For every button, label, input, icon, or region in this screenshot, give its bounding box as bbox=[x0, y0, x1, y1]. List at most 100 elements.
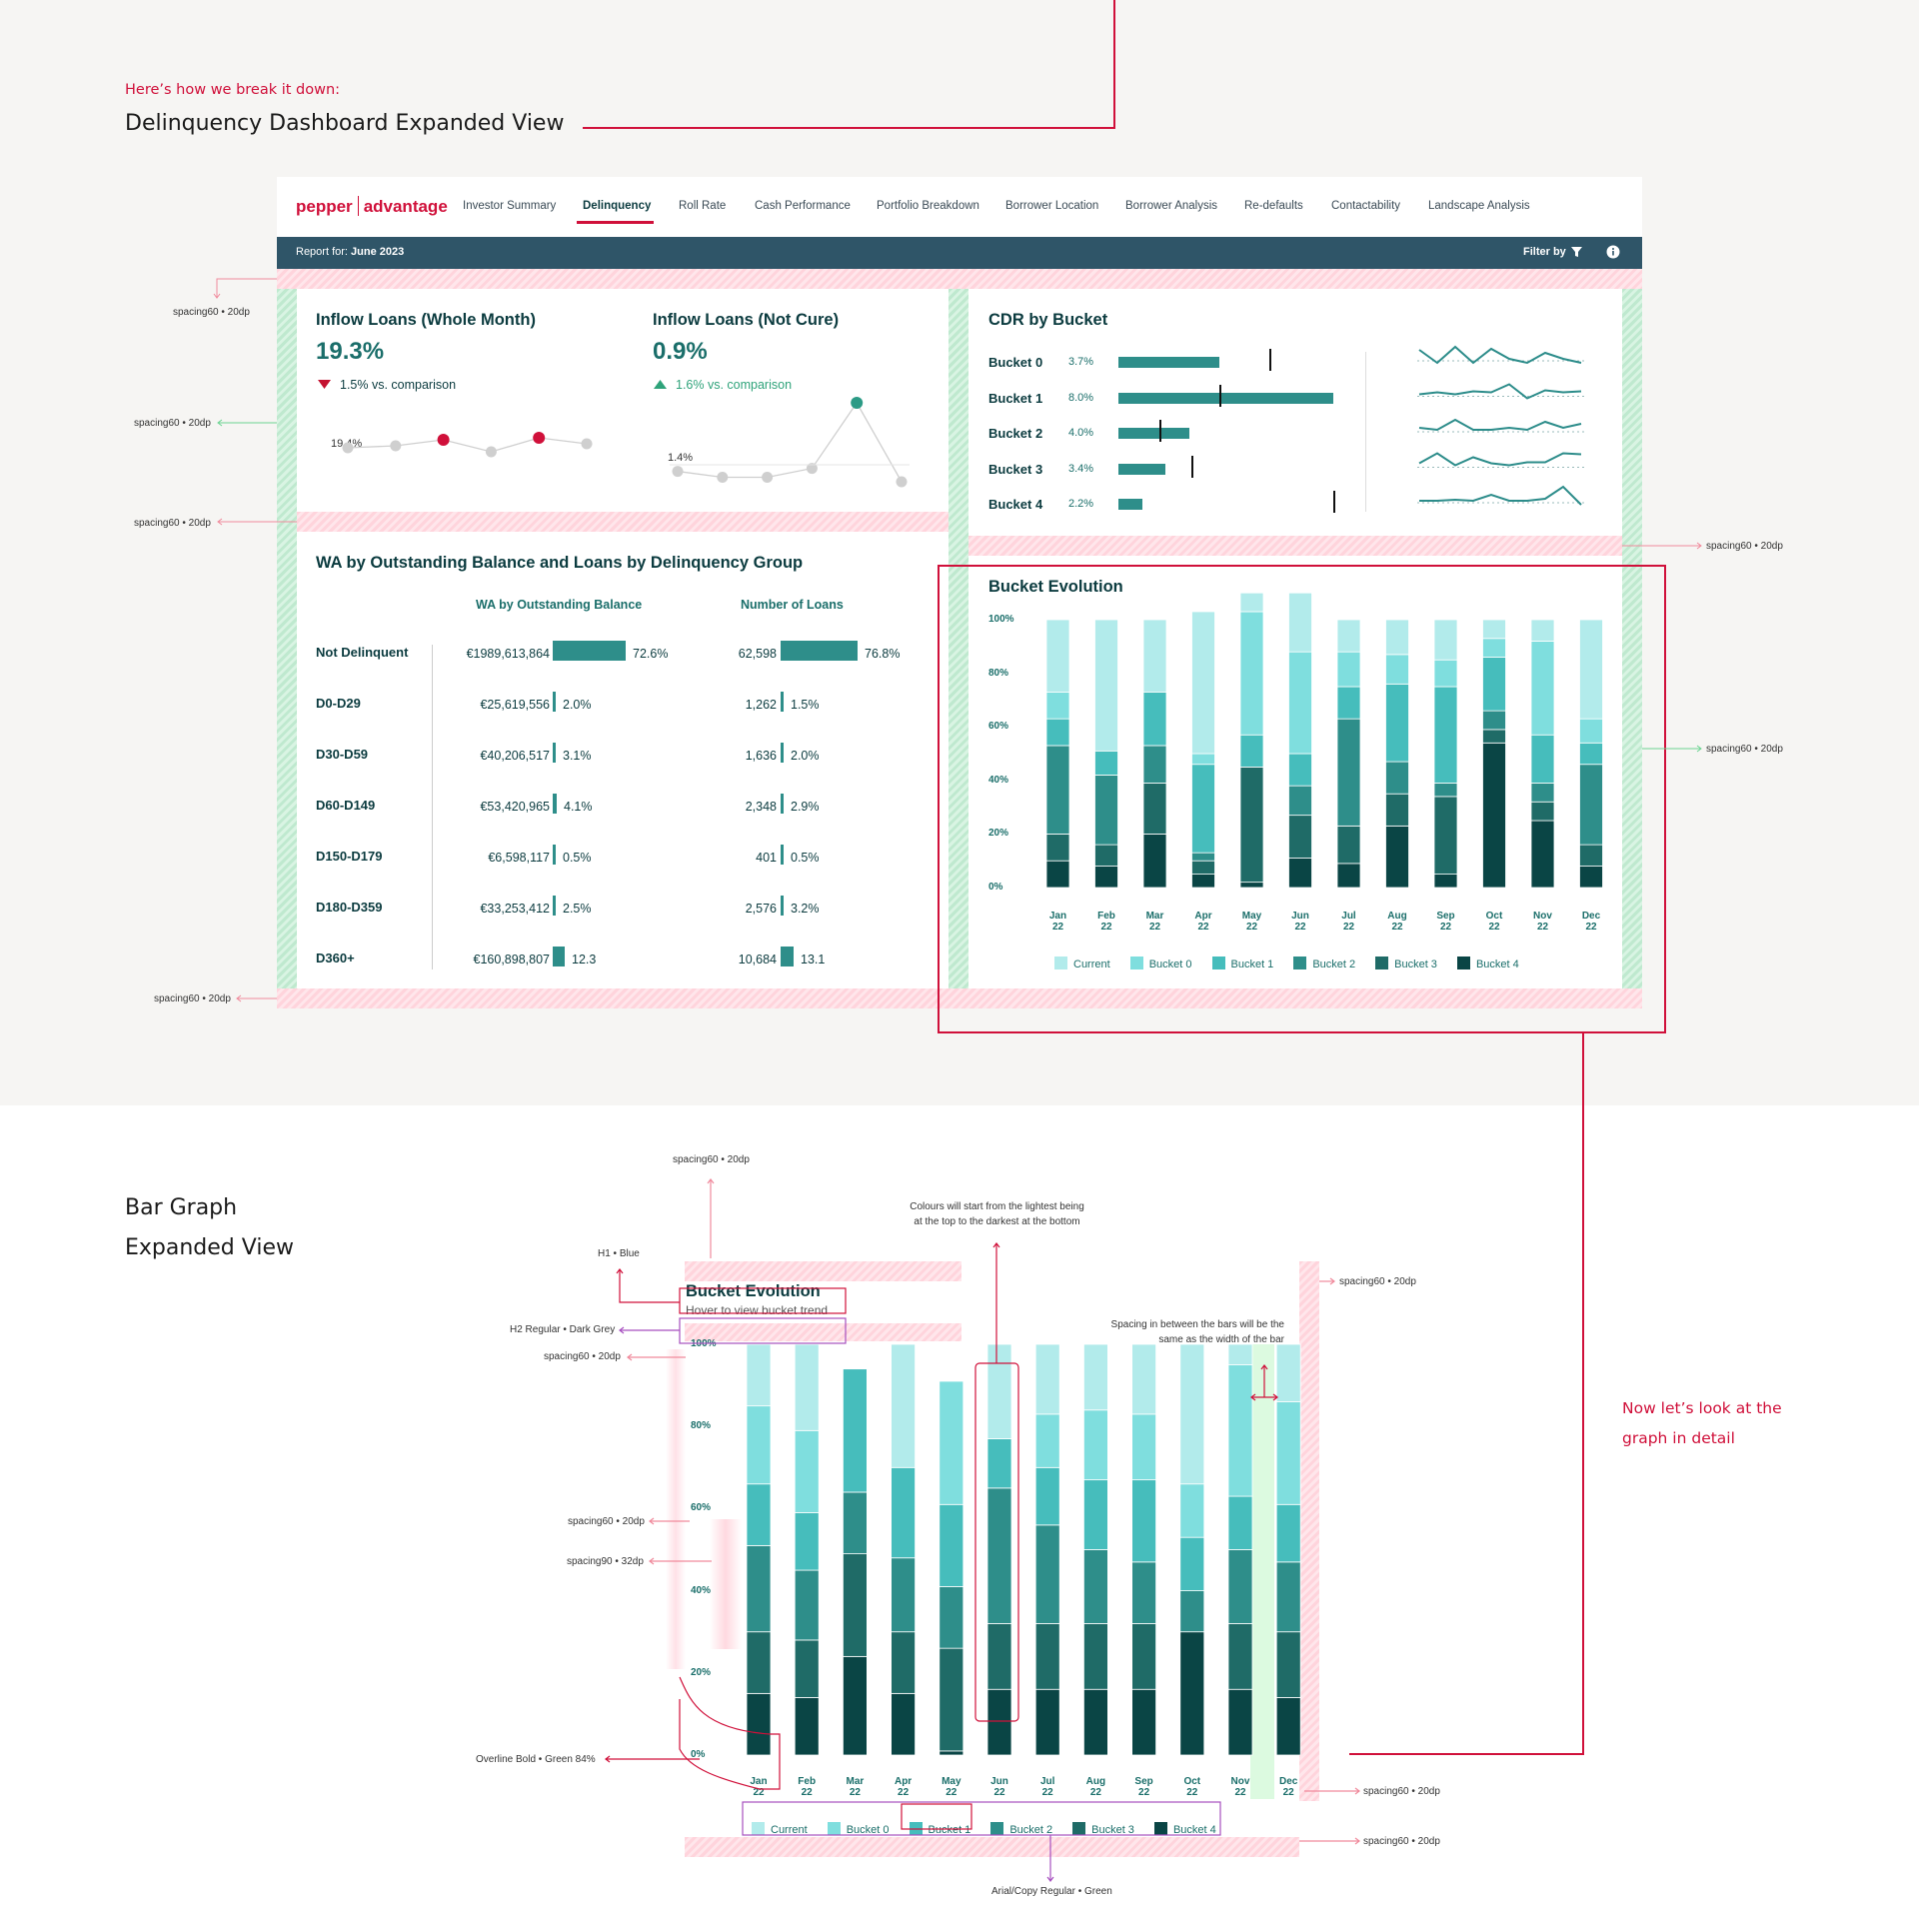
nav-tab[interactable]: Landscape Analysis bbox=[1428, 200, 1530, 212]
month-label: Dec 22 bbox=[1581, 911, 1601, 933]
wa-loans-value: 10,684 bbox=[738, 953, 777, 966]
kpi2-delta: 1.6% vs. comparison bbox=[676, 378, 793, 392]
bar-segment bbox=[1530, 619, 1555, 642]
legend-swatch bbox=[752, 1822, 765, 1835]
legend-item[interactable]: Bucket 0 bbox=[1129, 957, 1192, 970]
legend-item[interactable]: Bucket 1 bbox=[909, 1822, 970, 1836]
nav-tab[interactable]: Cash Performance bbox=[755, 200, 851, 212]
legend-swatch bbox=[1129, 957, 1143, 969]
nav-tab[interactable]: Re-defaults bbox=[1244, 200, 1303, 212]
legend-label: Bucket 3 bbox=[1091, 1824, 1134, 1836]
wa-balance-pct: 2.5% bbox=[563, 902, 592, 916]
month-label: Aug 22 bbox=[1085, 1776, 1106, 1798]
bar-segment bbox=[1083, 1623, 1108, 1690]
wa-divider bbox=[432, 645, 433, 969]
sparkline-point bbox=[851, 397, 864, 409]
info-icon[interactable] bbox=[1606, 245, 1620, 259]
legend-swatch bbox=[1375, 957, 1389, 969]
bar-segment bbox=[1579, 619, 1603, 720]
legend-swatch bbox=[1153, 1822, 1167, 1835]
wa-title: WA by Outstanding Balance and Loans by D… bbox=[316, 554, 804, 572]
wa-balance-bar bbox=[553, 947, 565, 966]
cdr-row-value: 4.0% bbox=[1068, 427, 1094, 439]
cdr-target-marker bbox=[1269, 349, 1271, 371]
sparkline-point bbox=[581, 438, 593, 450]
month-label: Apr 22 bbox=[1194, 911, 1212, 933]
bar-segment bbox=[1034, 1524, 1060, 1624]
bar-segment bbox=[891, 1466, 916, 1559]
bar-segment bbox=[1131, 1413, 1156, 1481]
y-tick-label: 60% bbox=[988, 721, 1009, 733]
spacing-annotation: spacing60 • 20dp bbox=[673, 1154, 750, 1165]
legend-item[interactable]: Bucket 2 bbox=[1293, 957, 1356, 970]
y-tick-label: 0% bbox=[988, 882, 1003, 893]
legend-label: Bucket 4 bbox=[1475, 959, 1519, 970]
nav-tab[interactable]: Borrower Location bbox=[1005, 200, 1099, 212]
month-label: Sep 22 bbox=[1436, 911, 1455, 933]
month-label: May 22 bbox=[942, 1776, 961, 1798]
cdr-row-label: Bucket 1 bbox=[988, 390, 1043, 406]
legend-item[interactable]: Bucket 0 bbox=[827, 1822, 890, 1836]
bar-segment bbox=[1083, 1549, 1108, 1624]
bar-segment bbox=[1239, 592, 1264, 613]
spacing-annotation: spacing60 • 20dp bbox=[173, 307, 250, 318]
legend-swatch bbox=[1293, 957, 1307, 969]
wa-balance-value: €40,206,517 bbox=[480, 749, 550, 763]
wa-loans-pct: 1.5% bbox=[791, 698, 820, 712]
wa-balance-value: €25,619,556 bbox=[480, 698, 550, 712]
wa-loans-pct: 2.0% bbox=[791, 749, 820, 763]
legend-item[interactable]: Bucket 4 bbox=[1153, 1822, 1216, 1836]
cdr-bar bbox=[1118, 499, 1142, 510]
sparkline-point bbox=[806, 463, 818, 475]
filter-button[interactable]: Filter by bbox=[1523, 246, 1566, 258]
y-tick-label: 80% bbox=[988, 667, 1009, 679]
nav-tab[interactable]: Investor Summary bbox=[463, 200, 557, 212]
cdr-trend-line bbox=[1419, 485, 1582, 506]
bar-segment bbox=[1288, 592, 1312, 653]
cdr-title: CDR by Bucket bbox=[988, 311, 1108, 329]
wa-loans-pct: 0.5% bbox=[791, 851, 820, 865]
legend-label: Bucket 2 bbox=[1312, 959, 1356, 970]
legend-swatch bbox=[1456, 957, 1470, 969]
bucket-evolution-title: Bucket Evolution bbox=[988, 578, 1123, 596]
nav-tab[interactable]: Roll Rate bbox=[679, 200, 727, 212]
filter-icon[interactable] bbox=[1571, 246, 1583, 258]
sparkline-point bbox=[390, 440, 402, 452]
wa-loans-value: 1,636 bbox=[745, 749, 777, 763]
legend-item[interactable]: Bucket 2 bbox=[990, 1822, 1052, 1836]
y-tick-label: 60% bbox=[691, 1502, 712, 1514]
bar-segment bbox=[1336, 619, 1361, 653]
legend-font-annotation: Arial/Copy Regular • Green bbox=[991, 1886, 1112, 1897]
spacing-band bbox=[710, 1519, 742, 1649]
bar-segment bbox=[746, 1631, 772, 1694]
month-label: Oct 22 bbox=[1183, 1776, 1201, 1798]
legend-item[interactable]: Bucket 3 bbox=[1375, 957, 1437, 970]
bar-segment bbox=[794, 1639, 820, 1698]
nav-tab[interactable]: Portfolio Breakdown bbox=[877, 200, 979, 212]
month-label: Aug 22 bbox=[1387, 911, 1407, 933]
cdr-trend-line bbox=[1418, 418, 1582, 432]
wa-loans-bar bbox=[781, 794, 784, 814]
month-label: Jun 22 bbox=[1291, 911, 1309, 933]
legend-item[interactable]: Current bbox=[752, 1822, 808, 1836]
month-label: Feb 22 bbox=[798, 1776, 817, 1798]
legend-item[interactable]: Bucket 4 bbox=[1456, 957, 1519, 970]
month-label: Apr 22 bbox=[894, 1776, 913, 1798]
bar-segment bbox=[1083, 1688, 1108, 1756]
nav-tab[interactable]: Delinquency bbox=[583, 200, 652, 212]
wa-loans-bar bbox=[781, 692, 784, 712]
report-period: Report for: June 2023 bbox=[296, 246, 405, 258]
cdr-row-value: 3.7% bbox=[1068, 356, 1094, 368]
legend-item[interactable]: Bucket 1 bbox=[1211, 957, 1273, 970]
cdr-trend-lines bbox=[1417, 345, 1584, 506]
y-tick-label: 80% bbox=[691, 1420, 712, 1432]
spacing-band bbox=[1622, 289, 1642, 988]
kpi2-value: 0.9% bbox=[653, 338, 708, 365]
legend-item[interactable]: Bucket 3 bbox=[1072, 1822, 1134, 1836]
kpi1-value: 19.3% bbox=[316, 338, 385, 365]
legend-item[interactable]: Current bbox=[1054, 957, 1110, 970]
nav-tab[interactable]: Contactability bbox=[1331, 200, 1401, 212]
bar-segment bbox=[891, 1343, 916, 1468]
nav-tab[interactable]: Borrower Analysis bbox=[1125, 200, 1218, 212]
cdr-trend-line bbox=[1418, 383, 1582, 400]
